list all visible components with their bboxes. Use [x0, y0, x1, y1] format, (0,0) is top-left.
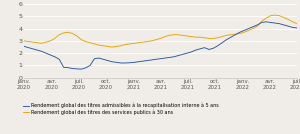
Rendement global des titres admissibles à la recapitalisation interne à 5 ans [101, 59, 105, 60]
Rendement global des titres des services publics à 30 ans [22, 40, 26, 42]
Rendement global des titres admissibles à la recapitalisation interne à 5 ans [163, 57, 167, 59]
Rendement global des titres admissibles à la recapitalisation interne à 5 ans [110, 61, 114, 63]
Rendement global des titres admissibles à la recapitalisation interne à 5 ans [295, 27, 299, 29]
Rendement global des titres admissibles à la recapitalisation interne à 5 ans [80, 68, 83, 70]
Rendement global des titres des services publics à 30 ans [216, 37, 220, 39]
Line: Rendement global des titres admissibles à la recapitalisation interne à 5 ans: Rendement global des titres admissibles … [24, 22, 297, 69]
Rendement global des titres admissibles à la recapitalisation interne à 5 ans [291, 27, 294, 28]
Rendement global des titres des services publics à 30 ans [163, 36, 167, 37]
Rendement global des titres des services publics à 30 ans [106, 46, 110, 47]
Legend: Rendement global des titres admissibles à la recapitalisation interne à 5 ans, R: Rendement global des titres admissibles … [21, 101, 220, 117]
Rendement global des titres des services publics à 30 ans [273, 14, 277, 16]
Rendement global des titres admissibles à la recapitalisation interne à 5 ans [264, 21, 268, 23]
Rendement global des titres admissibles à la recapitalisation interne à 5 ans [154, 59, 158, 60]
Line: Rendement global des titres des services publics à 30 ans: Rendement global des titres des services… [24, 15, 297, 47]
Rendement global des titres admissibles à la recapitalisation interne à 5 ans [22, 46, 26, 47]
Rendement global des titres des services publics à 30 ans [291, 21, 294, 23]
Rendement global des titres des services publics à 30 ans [110, 46, 114, 48]
Rendement global des titres des services publics à 30 ans [295, 23, 299, 25]
Rendement global des titres des services publics à 30 ans [154, 39, 158, 40]
Rendement global des titres des services publics à 30 ans [97, 44, 101, 46]
Rendement global des titres admissibles à la recapitalisation interne à 5 ans [216, 45, 220, 47]
